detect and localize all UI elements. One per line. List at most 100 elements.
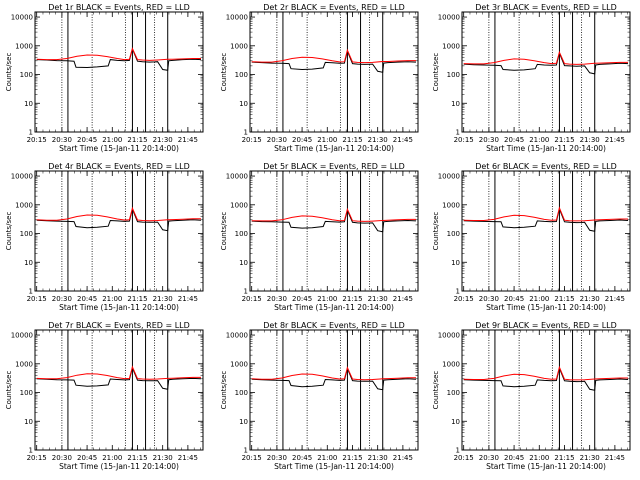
y-tick-label: 1000	[15, 42, 33, 50]
series-line-events	[251, 208, 417, 233]
y-tick-label: 10	[451, 259, 460, 267]
y-tick-label: 10	[451, 100, 460, 108]
y-axis-label: Counts/sec	[5, 212, 13, 251]
x-tick-label: 20:30	[479, 454, 499, 462]
x-tick-label: 21:45	[178, 454, 198, 462]
y-tick-label: 1	[29, 129, 33, 137]
x-tick-label: 21:30	[580, 295, 600, 303]
plot-panel-1: Det 1r BLACK = Events, RED = LLD 1 10 100 10…	[5, 3, 204, 153]
x-tick-label: 20:45	[504, 454, 524, 462]
y-tick-label: 1000	[15, 360, 33, 368]
x-tick-label: 21:45	[605, 136, 625, 144]
x-axis-label: Start Time (15-Jan-11 20:14:00)	[59, 462, 179, 471]
x-tick-label: 21:30	[368, 295, 388, 303]
x-tick-label: 21:30	[153, 136, 173, 144]
x-tick-label: 21:15	[554, 136, 574, 144]
plot-panel-8: Det 8r BLACK = Events, RED = LLD 1 10 100 10…	[220, 321, 419, 471]
plot-panel-3: Det 3r BLACK = Events, RED = LLD 1 10 100 10…	[432, 3, 631, 153]
x-axis-label: Start Time (15-Jan-11 20:14:00)	[274, 303, 394, 312]
x-tick-label: 21:45	[178, 136, 198, 144]
series-line-lld	[36, 206, 201, 222]
panel-title: Det 7r BLACK = Events, RED = LLD	[48, 321, 190, 330]
x-tick-label: 20:30	[267, 295, 287, 303]
y-tick-label: 10000	[226, 332, 248, 340]
y-tick-label: 1	[29, 447, 33, 455]
y-tick-label: 1000	[442, 42, 460, 50]
x-tick-label: 20:45	[504, 295, 524, 303]
y-tick-label: 1	[29, 288, 33, 296]
x-tick-label: 21:00	[317, 454, 337, 462]
y-tick-label: 1	[244, 288, 248, 296]
x-tick-label: 20:30	[52, 454, 72, 462]
x-tick-label: 20:30	[267, 136, 287, 144]
plot-frame	[461, 11, 631, 133]
y-axis-label: Counts/sec	[5, 371, 13, 410]
x-tick-label: 21:00	[102, 136, 122, 144]
y-tick-label: 1000	[442, 201, 460, 209]
x-tick-label: 21:30	[580, 454, 600, 462]
x-tick-label: 20:15	[242, 454, 262, 462]
x-tick-label: 21:45	[605, 454, 625, 462]
panel-title: Det 1r BLACK = Events, RED = LLD	[48, 3, 190, 12]
plot-frame	[34, 170, 204, 292]
y-tick-label: 1	[456, 447, 460, 455]
y-axis-label: Counts/sec	[220, 371, 228, 410]
x-tick-label: 21:15	[127, 136, 147, 144]
y-axis-label: Counts/sec	[432, 371, 440, 410]
y-tick-label: 10	[451, 418, 460, 426]
x-tick-label: 21:15	[554, 295, 574, 303]
y-tick-label: 1	[456, 129, 460, 137]
y-tick-label: 10	[24, 259, 33, 267]
x-tick-label: 20:30	[479, 136, 499, 144]
y-tick-label: 10	[24, 100, 33, 108]
y-tick-label: 10000	[438, 173, 460, 181]
x-tick-label: 20:45	[292, 454, 312, 462]
x-tick-label: 21:45	[605, 295, 625, 303]
x-tick-label: 21:30	[153, 454, 173, 462]
x-tick-label: 20:30	[267, 454, 287, 462]
panel-title: Det 5r BLACK = Events, RED = LLD	[263, 162, 405, 171]
plot-frame	[34, 11, 204, 133]
plot-frame	[461, 329, 631, 451]
plot-panel-2: Det 2r BLACK = Events, RED = LLD 1 10 100 10…	[220, 3, 419, 153]
plot-frame	[461, 170, 631, 292]
x-tick-label: 21:45	[393, 136, 413, 144]
x-tick-label: 21:15	[127, 454, 147, 462]
x-tick-label: 21:00	[102, 454, 122, 462]
x-axis-label: Start Time (15-Jan-11 20:14:00)	[486, 144, 606, 153]
y-tick-label: 10000	[11, 173, 33, 181]
x-tick-label: 21:00	[102, 295, 122, 303]
x-tick-label: 20:15	[242, 136, 262, 144]
x-tick-label: 20:45	[292, 295, 312, 303]
series-line-lld	[251, 48, 416, 64]
x-tick-label: 20:30	[52, 136, 72, 144]
y-tick-label: 100	[235, 230, 248, 238]
x-tick-label: 21:45	[393, 295, 413, 303]
series-line-lld	[463, 365, 628, 381]
plot-panel-9: Det 9r BLACK = Events, RED = LLD 1 10 100 10…	[432, 321, 631, 471]
plot-frame	[249, 329, 419, 451]
plot-frame	[34, 329, 204, 451]
x-tick-label: 20:15	[454, 454, 474, 462]
plot-panel-6: Det 6r BLACK = Events, RED = LLD 1 10 100 10…	[432, 162, 631, 312]
y-tick-label: 1	[456, 288, 460, 296]
y-tick-label: 100	[20, 389, 33, 397]
series-line-lld	[36, 365, 201, 380]
x-tick-label: 21:30	[580, 136, 600, 144]
x-tick-label: 20:15	[27, 454, 47, 462]
y-tick-label: 10	[239, 259, 248, 267]
x-tick-label: 21:00	[317, 136, 337, 144]
x-axis-label: Start Time (15-Jan-11 20:14:00)	[59, 144, 179, 153]
x-tick-label: 21:30	[153, 295, 173, 303]
y-tick-label: 100	[235, 71, 248, 79]
x-tick-label: 21:30	[368, 136, 388, 144]
y-tick-label: 100	[20, 71, 33, 79]
x-tick-label: 21:45	[178, 295, 198, 303]
series-line-lld	[463, 50, 628, 65]
x-tick-label: 20:30	[52, 295, 72, 303]
y-tick-label: 1000	[442, 360, 460, 368]
x-tick-label: 21:15	[342, 454, 362, 462]
y-tick-label: 100	[447, 389, 460, 397]
y-axis-label: Counts/sec	[220, 212, 228, 251]
x-tick-label: 21:00	[529, 295, 549, 303]
